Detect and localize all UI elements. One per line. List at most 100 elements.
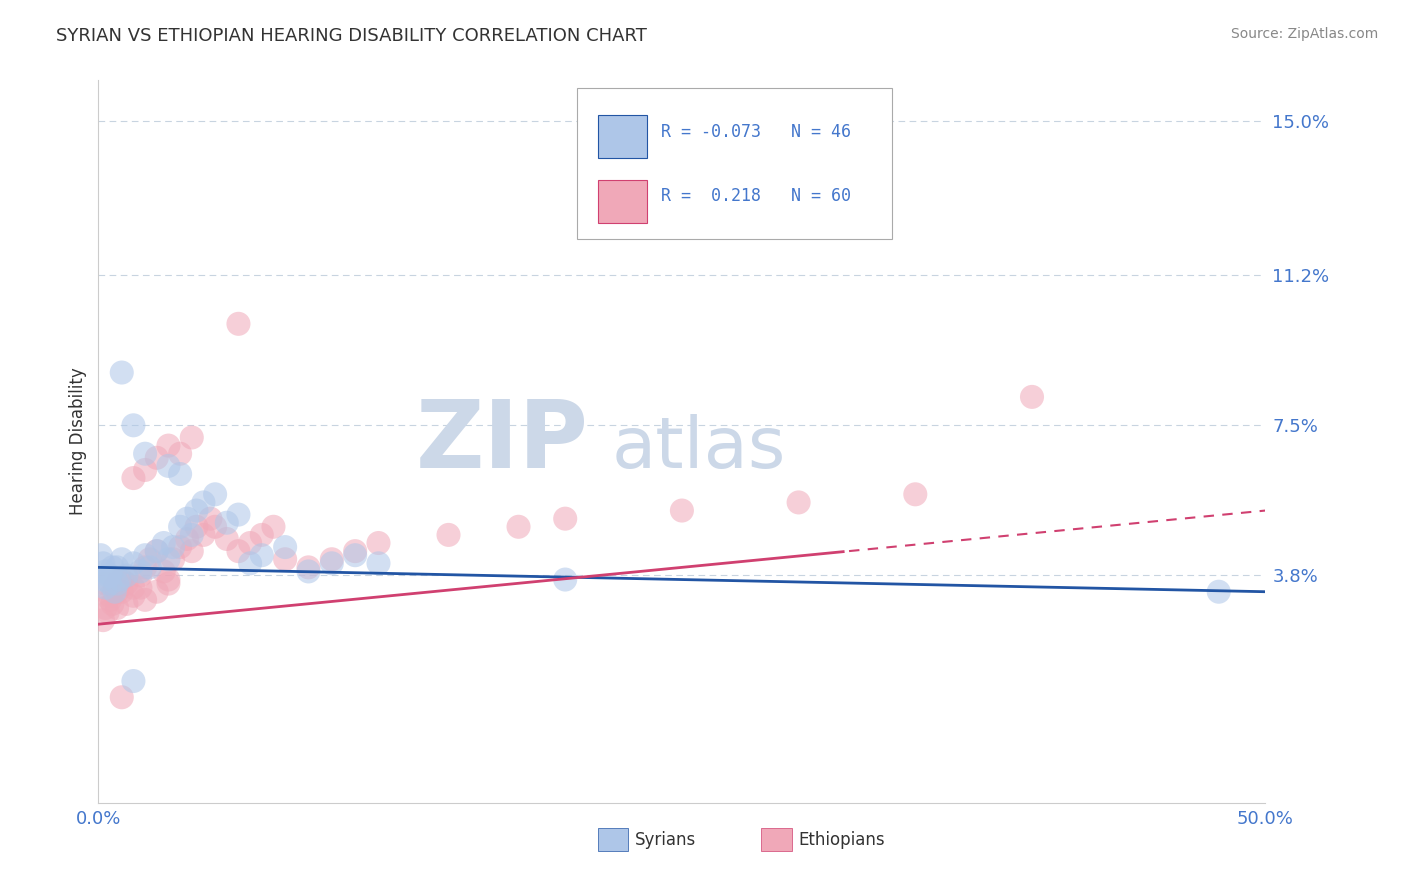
- Point: [122, 589, 145, 603]
- Point: [105, 576, 128, 591]
- Point: [157, 573, 180, 587]
- Point: [122, 673, 145, 688]
- Point: [200, 511, 222, 525]
- Point: [98, 576, 121, 591]
- Point: [297, 565, 319, 579]
- Point: [1208, 584, 1230, 599]
- Point: [157, 458, 180, 473]
- Point: [215, 532, 238, 546]
- Point: [239, 536, 262, 550]
- Point: [134, 560, 156, 574]
- Text: Syrians: Syrians: [636, 830, 696, 848]
- Point: [176, 532, 198, 546]
- Point: [157, 576, 180, 591]
- Point: [146, 544, 169, 558]
- FancyBboxPatch shape: [598, 180, 647, 223]
- Point: [169, 467, 191, 481]
- Point: [193, 528, 215, 542]
- Point: [101, 597, 124, 611]
- Point: [250, 548, 273, 562]
- Point: [554, 573, 576, 587]
- Point: [169, 447, 191, 461]
- Point: [146, 584, 169, 599]
- FancyBboxPatch shape: [598, 828, 628, 851]
- Point: [94, 581, 117, 595]
- Point: [321, 557, 343, 571]
- Point: [134, 548, 156, 562]
- Point: [111, 584, 134, 599]
- Point: [122, 557, 145, 571]
- Text: SYRIAN VS ETHIOPIAN HEARING DISABILITY CORRELATION CHART: SYRIAN VS ETHIOPIAN HEARING DISABILITY C…: [56, 27, 647, 45]
- Point: [554, 511, 576, 525]
- Text: Source: ZipAtlas.com: Source: ZipAtlas.com: [1230, 27, 1378, 41]
- Point: [344, 548, 367, 562]
- Text: atlas: atlas: [612, 414, 786, 483]
- Point: [98, 568, 121, 582]
- Point: [180, 544, 202, 558]
- Point: [437, 528, 460, 542]
- Point: [367, 536, 389, 550]
- Point: [134, 592, 156, 607]
- Point: [250, 528, 273, 542]
- Point: [111, 366, 134, 380]
- Point: [215, 516, 238, 530]
- Point: [111, 690, 134, 705]
- Text: Ethiopians: Ethiopians: [799, 830, 886, 848]
- Point: [904, 487, 927, 501]
- Point: [204, 520, 226, 534]
- Point: [134, 463, 156, 477]
- Point: [139, 552, 162, 566]
- Point: [111, 573, 134, 587]
- Point: [108, 573, 131, 587]
- Point: [508, 520, 530, 534]
- Point: [91, 613, 114, 627]
- Text: ZIP: ZIP: [416, 395, 589, 488]
- Point: [104, 584, 127, 599]
- Text: R =  0.218   N = 60: R = 0.218 N = 60: [661, 187, 851, 205]
- Point: [186, 503, 208, 517]
- Point: [186, 520, 208, 534]
- Point: [162, 540, 184, 554]
- Point: [94, 565, 117, 579]
- Point: [97, 568, 120, 582]
- Point: [193, 495, 215, 509]
- Point: [104, 581, 127, 595]
- Point: [146, 544, 169, 558]
- Point: [157, 552, 180, 566]
- Point: [129, 565, 152, 579]
- Point: [152, 565, 174, 579]
- Point: [367, 557, 389, 571]
- Point: [180, 430, 202, 444]
- Point: [115, 597, 138, 611]
- Point: [115, 568, 138, 582]
- FancyBboxPatch shape: [761, 828, 792, 851]
- Point: [274, 552, 297, 566]
- Point: [671, 503, 693, 517]
- Point: [180, 528, 202, 542]
- Point: [262, 520, 284, 534]
- Point: [146, 450, 169, 465]
- FancyBboxPatch shape: [576, 87, 891, 239]
- Point: [98, 589, 121, 603]
- Point: [91, 573, 114, 587]
- Point: [169, 520, 191, 534]
- Point: [105, 560, 128, 574]
- Point: [108, 573, 131, 587]
- Point: [129, 581, 152, 595]
- Point: [162, 552, 184, 566]
- Point: [122, 581, 145, 595]
- Point: [94, 601, 117, 615]
- Point: [101, 560, 124, 574]
- Point: [134, 447, 156, 461]
- Point: [105, 584, 128, 599]
- Point: [90, 548, 112, 562]
- Point: [228, 317, 250, 331]
- Point: [98, 592, 121, 607]
- Y-axis label: Hearing Disability: Hearing Disability: [69, 368, 87, 516]
- Point: [344, 544, 367, 558]
- Point: [169, 540, 191, 554]
- Point: [139, 560, 162, 574]
- Point: [97, 605, 120, 619]
- Point: [157, 439, 180, 453]
- Point: [122, 471, 145, 485]
